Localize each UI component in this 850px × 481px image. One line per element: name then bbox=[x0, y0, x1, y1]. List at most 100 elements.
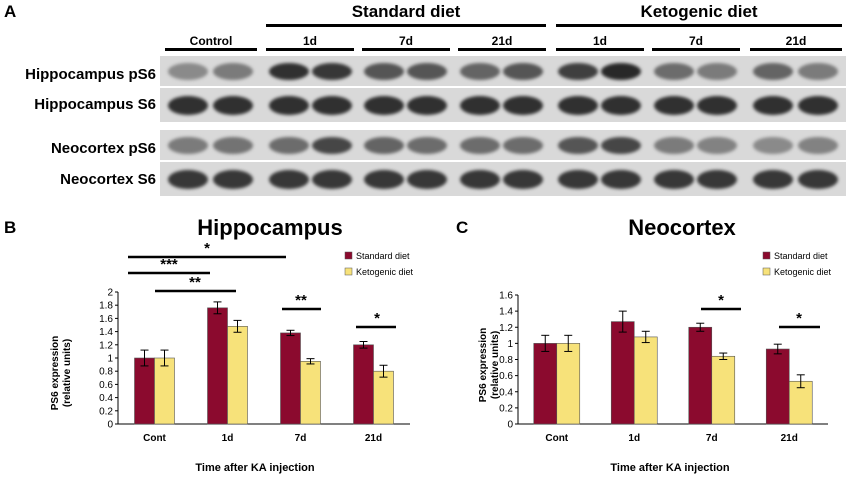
blot-band bbox=[364, 96, 404, 115]
blot-band bbox=[601, 63, 641, 80]
bar bbox=[688, 326, 713, 425]
y-axis-label-line2: (relative units) bbox=[62, 339, 73, 407]
bar bbox=[353, 344, 374, 425]
y-tick-label: 1 bbox=[107, 354, 113, 365]
significance-marker: ** bbox=[189, 274, 201, 291]
blot-band bbox=[503, 170, 543, 189]
lane-group-line bbox=[556, 48, 644, 51]
chart-title: Neocortex bbox=[628, 215, 736, 240]
significance-marker: ** bbox=[295, 292, 307, 309]
blot-band bbox=[558, 96, 598, 115]
blot-band bbox=[312, 170, 352, 189]
bar bbox=[227, 326, 248, 425]
blot-band bbox=[798, 170, 838, 189]
x-tick-label: 21d bbox=[781, 433, 798, 444]
blot-strip bbox=[160, 162, 846, 196]
blot-band bbox=[697, 63, 737, 80]
x-axis-label: Time after KA injection bbox=[610, 462, 729, 474]
blot-band bbox=[798, 63, 838, 80]
blot-band bbox=[312, 137, 352, 154]
bar bbox=[134, 357, 155, 425]
y-tick-label: 0.2 bbox=[99, 406, 113, 417]
bar bbox=[207, 307, 228, 425]
y-axis-label-line1: PS6 expression bbox=[50, 336, 61, 410]
lane-group-line bbox=[750, 48, 842, 51]
y-tick-label: 0.6 bbox=[99, 380, 113, 391]
ketogenic-diet-line bbox=[556, 24, 842, 27]
blot-band bbox=[753, 137, 793, 154]
bar bbox=[300, 361, 321, 425]
y-tick-label: 1.2 bbox=[99, 340, 113, 351]
significance-marker: *** bbox=[160, 256, 178, 273]
chart-title: Hippocampus bbox=[197, 215, 342, 240]
blot-band bbox=[753, 170, 793, 189]
blot-band bbox=[753, 63, 793, 80]
blot-band bbox=[312, 63, 352, 80]
x-tick-label: 1d bbox=[628, 433, 640, 444]
lane-group-line bbox=[266, 48, 354, 51]
legend-label: Standard diet bbox=[774, 251, 828, 261]
blot-band bbox=[213, 170, 253, 189]
blot-band bbox=[269, 96, 309, 115]
bar bbox=[154, 357, 175, 425]
blot-band bbox=[407, 96, 447, 115]
bar bbox=[533, 343, 558, 425]
bar bbox=[610, 321, 635, 425]
bar bbox=[711, 355, 736, 425]
lane-group-line bbox=[458, 48, 546, 51]
panel-b-label: B bbox=[4, 218, 17, 237]
blot-row-label: Hippocampus S6 bbox=[34, 96, 156, 113]
y-tick-label: 2 bbox=[107, 288, 113, 299]
y-tick-label: 1.4 bbox=[499, 307, 513, 318]
legend-swatch bbox=[762, 267, 771, 276]
y-tick-label: 0.6 bbox=[499, 371, 513, 382]
blot-band bbox=[213, 63, 253, 80]
y-tick-label: 1.4 bbox=[99, 327, 113, 338]
blot-band bbox=[460, 96, 500, 115]
x-tick-label: Cont bbox=[143, 433, 166, 444]
neocortex-chart: Neocortex PS6 expression (relative units… bbox=[478, 215, 832, 474]
lane-group-label: 7d bbox=[688, 34, 703, 48]
blot-band bbox=[798, 96, 838, 115]
x-tick-label: 1d bbox=[222, 433, 234, 444]
y-tick-label: 1.2 bbox=[499, 323, 513, 334]
blot-row-label: Neocortex S6 bbox=[60, 171, 156, 188]
blot-band bbox=[798, 137, 838, 154]
y-tick-label: 0.4 bbox=[499, 387, 513, 398]
legend-label: Ketogenic diet bbox=[774, 267, 832, 277]
lane-group-label: 1d bbox=[302, 34, 317, 48]
y-tick-label: 0.8 bbox=[499, 355, 513, 366]
blot-band bbox=[558, 63, 598, 80]
blot-band bbox=[503, 63, 543, 80]
blot-row-label: Neocortex pS6 bbox=[50, 140, 156, 157]
y-tick-label: 0 bbox=[507, 420, 513, 431]
lane-group-line bbox=[362, 48, 450, 51]
blot-band bbox=[601, 137, 641, 154]
bar bbox=[280, 332, 301, 425]
panel-c-label: C bbox=[456, 218, 469, 237]
y-tick-label: 0 bbox=[107, 420, 113, 431]
legend-swatch bbox=[344, 267, 353, 276]
blot-band bbox=[213, 96, 253, 115]
legend-label: Standard diet bbox=[356, 251, 410, 261]
legend-swatch bbox=[344, 251, 353, 260]
blot-band bbox=[269, 137, 309, 154]
panel-a-label: A bbox=[4, 2, 17, 21]
blot-band bbox=[269, 170, 309, 189]
lane-group-label: 21d bbox=[785, 34, 807, 48]
blot-band bbox=[753, 96, 793, 115]
blot-strip bbox=[160, 56, 846, 86]
blot-band bbox=[364, 63, 404, 80]
blot-band bbox=[503, 137, 543, 154]
y-tick-label: 0.2 bbox=[499, 403, 513, 414]
standard-diet-line bbox=[266, 24, 546, 27]
y-tick-label: 1.8 bbox=[99, 301, 113, 312]
ketogenic-diet-label: Ketogenic diet bbox=[640, 2, 758, 21]
blot-band bbox=[654, 170, 694, 189]
bar bbox=[765, 348, 790, 425]
x-axis-label: Time after KA injection bbox=[195, 462, 314, 474]
blot-band bbox=[269, 63, 309, 80]
blot-band bbox=[697, 96, 737, 115]
blot-band bbox=[654, 137, 694, 154]
x-tick-label: Cont bbox=[545, 433, 568, 444]
